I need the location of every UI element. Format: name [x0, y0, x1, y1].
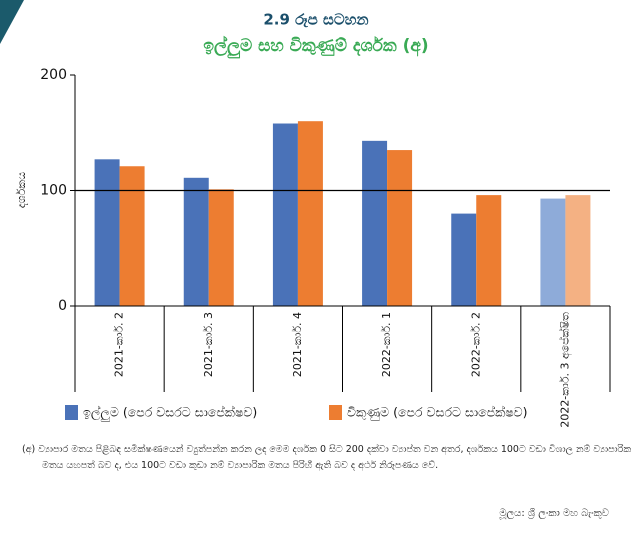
bar	[272, 123, 298, 306]
source: මූලය: ශ්‍රී ලංකා මහ බැංකුව	[499, 508, 609, 519]
y-tick-label: 100	[40, 183, 67, 199]
footnote: (අ) ව්‍යාපාර මතය පිළිබඳ සමීක්ෂණයෙන් ව්‍ය…	[22, 444, 631, 471]
chart-title: 2.9 රූප සටහන	[263, 11, 368, 29]
x-tick-label: 2021-කාර්. 2	[113, 312, 126, 377]
legend-swatch	[329, 405, 342, 420]
bar	[183, 177, 209, 306]
bar	[451, 213, 477, 306]
corner-decoration	[0, 0, 24, 44]
bar	[476, 195, 502, 306]
bar	[297, 121, 323, 306]
bar	[208, 189, 234, 306]
chart: 2.9 රූප සටහන ඉල්ලුම සහ විකුණුම් දර්ශක (අ…	[0, 0, 611, 428]
x-tick-label: 2022-කාර්. 3 අපේක්ෂිත	[557, 312, 572, 428]
legend-label: විකුණුම (පෙර වසරට සාපේක්ෂව)	[347, 404, 528, 419]
bar	[94, 159, 120, 306]
bar	[387, 150, 413, 306]
chart-subtitle: ඉල්ලුම සහ විකුණුම් දර්ශක (අ)	[203, 35, 428, 60]
bar	[362, 140, 388, 306]
y-tick-label: 200	[40, 67, 67, 83]
legend-swatch	[65, 405, 78, 420]
y-tick-label: 0	[58, 298, 67, 314]
bar	[540, 198, 566, 306]
x-tick-label: 2021-කාර්. 3	[202, 312, 215, 377]
bar	[119, 166, 145, 306]
legend-label: ඉල්ලුම (පෙර වසරට සාපේක්ෂව)	[83, 404, 257, 421]
bar	[565, 195, 591, 306]
x-tick-label: 2022-කාර්. 1	[380, 312, 393, 377]
x-tick-label: 2021-කාර්. 4	[291, 312, 304, 377]
y-axis-label: දර්ශකය	[15, 172, 28, 208]
x-tick-label: 2022-කාර්. 2	[469, 312, 482, 377]
